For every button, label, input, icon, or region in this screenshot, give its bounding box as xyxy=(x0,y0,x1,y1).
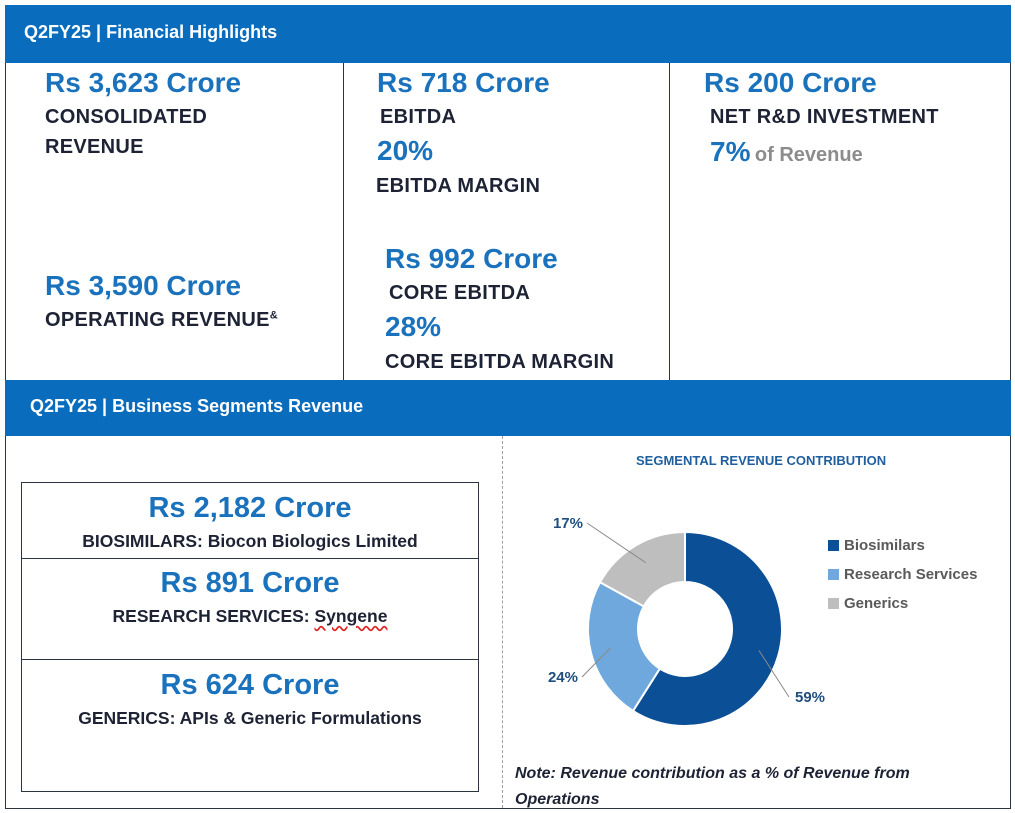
generics-label-prefix: GENERICS: xyxy=(78,708,180,728)
segments-header-title: Q2FY25 | Business Segments Revenue xyxy=(30,396,364,416)
segments-header-bar: Q2FY25 | Business Segments Revenue xyxy=(5,380,1011,436)
donut-slice-research-services xyxy=(587,580,662,713)
generics-label: GENERICS: APIs & Generic Formulations xyxy=(22,708,478,729)
chart-note-line1: Note: Revenue contribution as a % of Rev… xyxy=(515,765,910,782)
core-ebitda-label: CORE EBITDA xyxy=(389,282,531,304)
divider xyxy=(22,558,478,559)
operating-revenue-label: OPERATING REVENUE& xyxy=(45,309,278,332)
rnd-value: Rs 200 Crore xyxy=(704,67,877,98)
chart-title: SEGMENTAL REVENUE CONTRIBUTION xyxy=(636,453,887,468)
research-services-label-rest: Syngene xyxy=(314,606,388,626)
divider xyxy=(343,63,344,381)
donut-slice-biosimilars xyxy=(631,530,783,727)
legend-swatch xyxy=(828,569,839,580)
generics-label-rest: APIs & Generic Formulations xyxy=(179,708,422,728)
rnd-pct-value: 7% xyxy=(710,136,751,167)
legend-item-research-services: Research Services xyxy=(828,566,977,583)
biosimilars-label-rest: Biocon Biologics Limited xyxy=(207,531,418,551)
chart-note: Note: Revenue contribution as a % of Rev… xyxy=(515,761,910,813)
legend-item-generics: Generics xyxy=(828,595,908,612)
biosimilars-value: Rs 2,182 Crore xyxy=(148,492,352,524)
legend-swatch xyxy=(828,598,839,609)
divider xyxy=(669,63,670,381)
leader-line xyxy=(758,650,790,698)
rnd-pct-suffix: of Revenue xyxy=(754,144,863,166)
ebitda-value: Rs 718 Crore xyxy=(377,67,550,98)
legend-label: Biosimilars xyxy=(844,537,925,554)
divider xyxy=(5,808,1011,809)
rnd-pct-row: 7% of Revenue xyxy=(710,136,863,168)
consolidated-revenue-label-line2: REVENUE xyxy=(45,136,144,158)
operating-revenue-label-text: OPERATING REVENUE xyxy=(45,309,270,331)
legend-swatch xyxy=(828,540,839,551)
operating-revenue-value: Rs 3,590 Crore xyxy=(45,270,242,301)
divider xyxy=(502,436,503,808)
financial-header-title: Q2FY25 | Financial Highlights xyxy=(24,22,278,42)
divider xyxy=(5,436,6,808)
chart-note-line2: Operations xyxy=(515,791,600,808)
core-ebitda-margin-label: CORE EBITDA MARGIN xyxy=(385,351,615,373)
legend-item-biosimilars: Biosimilars xyxy=(828,537,925,554)
core-ebitda-value: Rs 992 Crore xyxy=(385,243,558,274)
data-label-biosimilars: 59% xyxy=(795,689,825,706)
ebitda-margin-value: 20% xyxy=(377,135,434,166)
divider xyxy=(1010,436,1011,808)
research-services-label: RESEARCH SERVICES: Syngene xyxy=(22,606,478,627)
divider xyxy=(1010,63,1011,381)
operating-revenue-footnote-mark: & xyxy=(269,309,279,322)
rnd-label: NET R&D INVESTMENT xyxy=(710,106,939,128)
financial-header-bar: Q2FY25 | Financial Highlights xyxy=(5,5,1011,63)
biosimilars-label: BIOSIMILARS: Biocon Biologics Limited xyxy=(22,531,478,552)
research-services-label-prefix: RESEARCH SERVICES: xyxy=(112,606,315,626)
consolidated-revenue-value: Rs 3,623 Crore xyxy=(45,67,242,98)
legend-label: Research Services xyxy=(844,566,978,583)
segments-table: Rs 2,182 Crore BIOSIMILARS: Biocon Biolo… xyxy=(21,482,479,792)
divider xyxy=(22,659,478,660)
ebitda-label: EBITDA xyxy=(380,106,457,128)
donut-chart: 59% 24% 17% xyxy=(548,515,825,727)
consolidated-revenue-label-line1: CONSOLIDATED xyxy=(45,106,208,128)
data-label-generics: 17% xyxy=(553,515,583,532)
legend-label: Generics xyxy=(844,595,909,612)
core-ebitda-margin-value: 28% xyxy=(385,311,442,342)
leader-line xyxy=(586,522,647,564)
data-label-research-services: 24% xyxy=(548,669,578,686)
leader-line xyxy=(581,647,611,678)
generics-value: Rs 624 Crore xyxy=(160,669,340,701)
ebitda-margin-label: EBITDA MARGIN xyxy=(376,175,541,197)
donut-slice-generics xyxy=(598,530,686,608)
divider xyxy=(5,63,6,381)
biosimilars-label-prefix: BIOSIMILARS: xyxy=(82,531,208,551)
research-services-value: Rs 891 Crore xyxy=(160,567,340,599)
